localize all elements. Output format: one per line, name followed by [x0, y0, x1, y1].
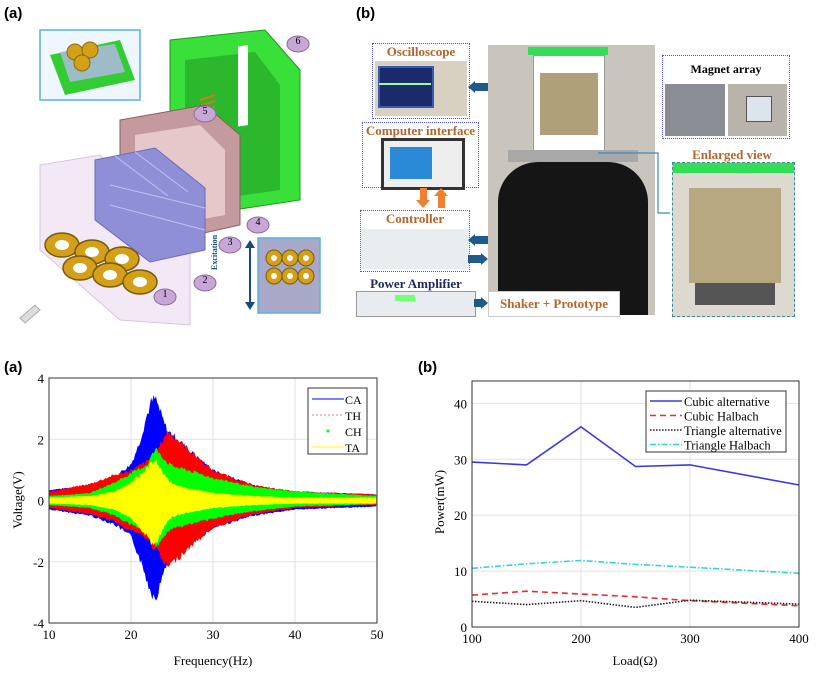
y-tick-label: -2	[33, 555, 44, 570]
magnet-array-label: Magnet array	[690, 62, 762, 76]
legend-label: Cubic alternative	[684, 395, 770, 409]
y-axis-label: Power(mW)	[432, 470, 447, 534]
legend-label: CH	[345, 425, 362, 439]
down-arrow-icon	[420, 188, 427, 200]
panel-label-bottom-b: (b)	[418, 359, 438, 376]
series-line-cubic-halbach	[471, 590, 800, 607]
x-tick-label: 200	[571, 631, 591, 646]
power-amplifier-label: Power Amplifier	[370, 276, 462, 291]
panel-label-bottom-a: (a)	[4, 359, 23, 376]
voltage-frequency-chart: Frequency(Hz) Voltage(V) 10 20 30 40 50 -4 -2 0…	[10, 371, 384, 668]
plot-frame	[471, 380, 800, 628]
legend-label: Triangle alternative	[684, 424, 782, 438]
series-line-cubic-alternative	[471, 425, 800, 486]
legend-label: Triangle Halbach	[684, 439, 771, 453]
legend-marker	[326, 429, 330, 433]
arrow-right-icon	[468, 255, 482, 263]
power-amplifier-photo	[356, 291, 476, 317]
shaker-prototype-label: Shaker + Prototype	[488, 291, 620, 317]
cubic-magnet-photo	[728, 84, 787, 136]
x-tick-label: 300	[680, 631, 700, 646]
oscilloscope-label: Oscilloscope	[386, 44, 456, 59]
computer-interface-photo	[381, 138, 465, 190]
x-axis-label: Frequency(Hz)	[174, 653, 253, 668]
panel-label-top-b: (b)	[356, 5, 376, 22]
arrow-left-icon	[474, 83, 488, 91]
part-number-5: 5	[202, 106, 208, 117]
part-number-1: 1	[162, 289, 168, 300]
series-envelope-ta	[49, 458, 377, 546]
series-line-triangle-alternative	[471, 599, 800, 609]
part-number-4: 4	[255, 217, 261, 228]
exploded-view-diagram	[19, 29, 321, 326]
triangle-magnet-photo	[665, 84, 725, 136]
x-tick-label: 30	[207, 627, 220, 642]
plot-frame	[48, 377, 378, 624]
x-tick-label: 400	[789, 631, 809, 646]
y-tick-label: -4	[33, 616, 44, 631]
x-tick-label: 50	[371, 627, 384, 642]
legend-label: CA	[345, 393, 362, 407]
x-tick-label: 100	[462, 631, 482, 646]
legend-label: TA	[345, 441, 360, 455]
x-tick-label: 10	[43, 627, 56, 642]
legend-label: Cubic Halbach	[684, 410, 759, 424]
y-tick-label: 40	[454, 396, 467, 411]
legend-label: TH	[345, 409, 361, 423]
y-tick-label: 0	[38, 494, 45, 509]
oscilloscope-photo	[375, 61, 467, 116]
magnet-cube-array	[94, 147, 206, 263]
excitation-label: Excitation	[210, 234, 219, 270]
part-number-2: 2	[202, 275, 208, 286]
y-tick-label: 0	[461, 620, 468, 635]
y-tick-label: 10	[454, 564, 467, 579]
y-tick-label: 2	[38, 432, 45, 447]
excitation-arrow-icon	[245, 240, 255, 310]
enlarged-view-photo	[672, 162, 795, 317]
x-axis-label: Load(Ω)	[612, 653, 657, 668]
magnet-array-box: Magnet array	[662, 55, 790, 139]
controller-box: Controller	[360, 210, 470, 272]
part-number-6: 6	[295, 36, 301, 47]
y-tick-label: 20	[454, 508, 467, 523]
shaker-photo	[488, 45, 655, 315]
x-tick-label: 40	[289, 627, 302, 642]
computer-interface-label: Computer interface	[365, 123, 476, 138]
x-tick-label: 20	[125, 627, 138, 642]
y-axis-label: Voltage(V)	[10, 471, 25, 529]
controller-photo	[361, 229, 469, 269]
controller-label: Controller	[385, 211, 445, 226]
y-tick-label: 30	[454, 452, 467, 467]
oscilloscope-box: Oscilloscope	[372, 43, 470, 119]
enlarged-view-label: Enlarged view	[692, 147, 772, 162]
computer-interface-box: Computer interface	[362, 122, 479, 190]
part-number-3: 3	[227, 237, 233, 248]
y-tick-label: 4	[38, 371, 45, 386]
power-load-chart: Load(Ω) Power(mW) 100 200 300 400 0 10 20 30 40 C…	[432, 380, 809, 668]
up-arrow-icon	[438, 196, 445, 208]
arrow-left-icon	[474, 236, 488, 244]
connector-line	[598, 152, 670, 214]
arrow-right-icon	[474, 299, 482, 307]
panel-label-top-a: (a)	[4, 5, 23, 22]
